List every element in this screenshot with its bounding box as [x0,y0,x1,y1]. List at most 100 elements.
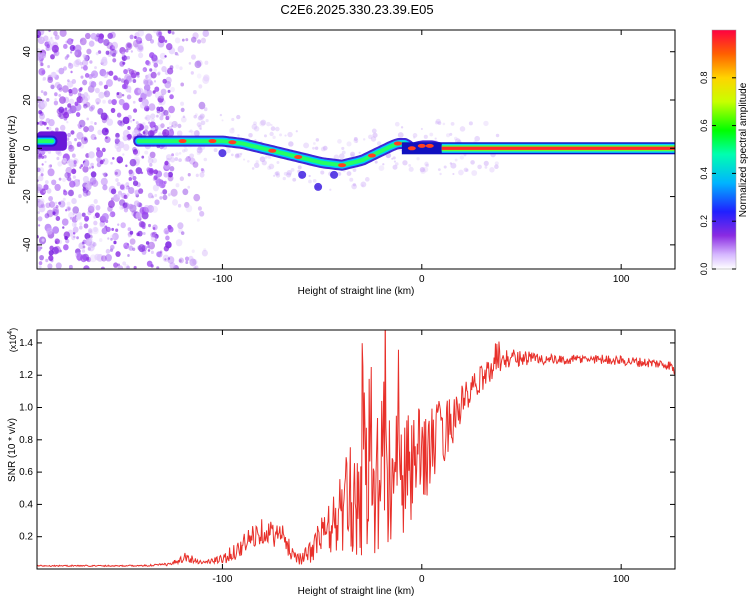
noise-speck [59,124,66,131]
noise-speck [236,114,241,120]
noise-speck [174,51,178,56]
noise-speck [88,237,93,242]
noise-speck [297,165,302,170]
noise-speck [80,254,88,263]
noise-speck [122,153,125,156]
noise-speck [416,157,420,161]
noise-speck [196,73,202,79]
noise-speck [58,93,62,97]
noise-speck [76,131,84,140]
noise-speck [115,132,120,138]
noise-speck [135,37,143,45]
noise-speck [47,168,55,177]
noise-speck [248,132,253,138]
noise-speck [62,85,69,93]
noise-speck [247,159,250,163]
noise-speck [231,117,235,122]
noise-speck [101,212,109,221]
noise-speck [125,182,130,187]
noise-speck [107,32,113,39]
noise-speck [135,121,139,125]
noise-speck [76,251,81,257]
noise-speck [153,62,159,68]
noise-speck [128,245,134,251]
noise-speck [68,144,73,150]
noise-speck [312,142,316,145]
noise-speck [105,248,111,254]
noise-speck [266,121,271,127]
noise-speck [189,153,195,159]
noise-speck [83,223,89,229]
noise-speck [231,153,234,157]
noise-speck [199,149,203,153]
noise-speck [37,198,41,203]
noise-speck [67,158,74,167]
noise-speck [434,137,437,140]
noise-speck [149,81,154,86]
noise-speck [189,258,197,267]
noise-speck [161,66,167,73]
noise-speck [358,151,361,154]
noise-speck [145,107,150,112]
noise-speck [168,126,173,130]
noise-speck [254,139,257,142]
noise-speck [114,168,122,177]
noise-speck [48,201,56,208]
noise-speck [463,167,469,173]
noise-speck [287,131,293,138]
noise-speck [424,161,429,167]
ridge-peak [268,148,277,153]
ridge-outlier [218,149,227,158]
noise-speck [138,97,143,103]
noise-speck [412,136,416,139]
noise-speck [168,226,174,233]
noise-speck [71,87,78,95]
x-tick-label: 100 [613,574,630,585]
noise-speck [38,265,42,269]
noise-speck [110,188,117,195]
noise-speck [160,191,163,195]
noise-speck [152,184,160,192]
noise-speck [429,132,434,137]
noise-speck [459,126,466,132]
noise-speck [154,86,160,92]
noise-speck [138,45,144,51]
noise-speck [67,132,72,138]
y-tick-label: 1.0 [19,403,33,414]
spectrogram-panel: -100 0 100 -40 -20 0 20 40 Height of straight … [7,29,676,297]
noise-speck [353,137,358,141]
noise-speck [62,177,66,182]
noise-speck [459,155,464,160]
noise-speck [152,224,158,231]
noise-speck [197,115,203,121]
noise-speck [202,30,210,38]
colorbar-gradient [712,30,736,269]
noise-speck [54,92,58,97]
noise-speck [37,245,41,253]
noise-speck [79,87,83,91]
noise-speck [38,110,43,115]
noise-speck [89,254,97,263]
noise-speck [177,123,182,129]
noise-speck [229,127,235,134]
noise-speck [149,121,156,129]
noise-speck [41,163,44,166]
noise-speck [446,133,451,138]
noise-speck [458,169,464,176]
noise-speck [86,256,92,263]
noise-speck [468,121,473,126]
noise-speck [58,177,62,181]
noise-speck [88,40,95,47]
noise-speck [62,226,65,229]
noise-speck [264,156,268,159]
noise-speck [87,243,95,252]
noise-speck [205,119,209,123]
noise-speck [93,215,96,219]
noise-speck [163,227,170,235]
noise-speck [80,75,84,79]
noise-speck [59,30,67,37]
noise-speck [38,113,45,120]
noise-speck [185,155,191,162]
noise-speck [141,206,149,215]
noise-speck [147,241,155,250]
